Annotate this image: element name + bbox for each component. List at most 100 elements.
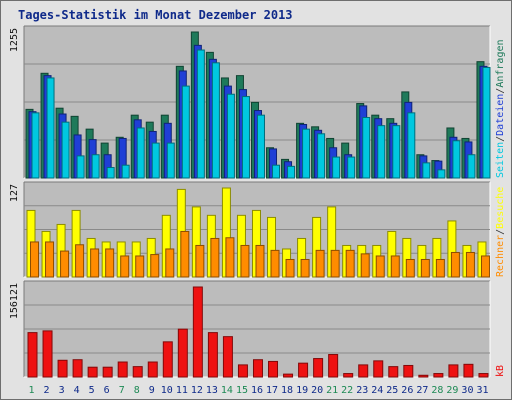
bar-seiten-16 bbox=[256, 114, 265, 179]
bar-kb-27 bbox=[418, 374, 429, 378]
bar-rechner-15 bbox=[240, 244, 250, 278]
bar-seiten-27 bbox=[422, 162, 431, 179]
bar-seiten-28 bbox=[437, 169, 446, 179]
bar-seiten-4 bbox=[76, 155, 85, 179]
bar-kb-22 bbox=[343, 373, 354, 378]
bar-kb-13 bbox=[207, 332, 218, 378]
bar-kb-12 bbox=[192, 286, 203, 378]
bar-kb-21 bbox=[328, 354, 339, 378]
bar-kb-18 bbox=[283, 373, 294, 378]
bar-rechner-19 bbox=[300, 258, 310, 278]
bar-seiten-12 bbox=[196, 49, 205, 179]
legend-middle: Rechner/Besuche bbox=[495, 187, 506, 277]
legend-entry-top-1: / bbox=[495, 136, 506, 142]
bar-seiten-1 bbox=[31, 112, 40, 179]
bar-kb-15 bbox=[237, 364, 248, 378]
x-tick-label-16: 16 bbox=[251, 385, 263, 396]
bar-seiten-9 bbox=[151, 142, 160, 179]
chart-title: Tages-Statistik im Monat Dezember 2013 bbox=[18, 8, 293, 22]
legend-entry-top-3: / bbox=[495, 88, 506, 94]
bar-seiten-15 bbox=[241, 96, 250, 179]
legend-bottom: kB bbox=[495, 365, 506, 377]
bar-seiten-25 bbox=[392, 125, 401, 179]
x-tick-label-12: 12 bbox=[191, 385, 203, 396]
bar-rechner-13 bbox=[210, 237, 220, 278]
bar-rechner-10 bbox=[165, 248, 175, 278]
bar-kb-28 bbox=[433, 373, 444, 378]
x-tick-label-3: 3 bbox=[59, 385, 65, 396]
bar-seiten-17 bbox=[272, 164, 281, 179]
bar-seiten-10 bbox=[166, 142, 175, 179]
bar-kb-17 bbox=[268, 360, 279, 378]
legend-entry-top-2: Dateien bbox=[495, 94, 506, 136]
bar-rechner-26 bbox=[405, 258, 415, 278]
x-tick-label-17: 17 bbox=[266, 385, 278, 396]
bar-kb-23 bbox=[358, 364, 369, 378]
bar-kb-7 bbox=[117, 361, 128, 378]
bar-kb-19 bbox=[298, 362, 309, 378]
panel-1-max-label: 1255 bbox=[9, 28, 20, 52]
x-tick-label-20: 20 bbox=[311, 385, 323, 396]
bar-seiten-18 bbox=[287, 165, 296, 179]
bar-rechner-6 bbox=[105, 248, 115, 278]
bar-rechner-9 bbox=[150, 254, 160, 278]
bar-rechner-31 bbox=[480, 255, 490, 278]
bar-seiten-13 bbox=[211, 62, 220, 179]
bar-kb-26 bbox=[403, 364, 414, 378]
x-tick-label-27: 27 bbox=[416, 385, 428, 396]
bar-seiten-7 bbox=[121, 164, 130, 179]
bar-rechner-24 bbox=[375, 255, 385, 278]
bar-rechner-14 bbox=[225, 237, 235, 278]
bar-seiten-2 bbox=[46, 77, 55, 179]
bar-seiten-23 bbox=[362, 117, 371, 179]
bar-rechner-29 bbox=[450, 251, 460, 278]
bar-rechner-30 bbox=[465, 251, 475, 278]
bar-seiten-11 bbox=[181, 85, 190, 179]
bar-rechner-11 bbox=[180, 230, 190, 278]
bar-rechner-8 bbox=[135, 255, 145, 278]
legend-entry-top-4: Anfragen bbox=[495, 39, 506, 87]
x-tick-label-18: 18 bbox=[281, 385, 293, 396]
x-tick-label-31: 31 bbox=[476, 385, 488, 396]
x-tick-label-7: 7 bbox=[119, 385, 125, 396]
legend-entry-middle-0: Rechner bbox=[495, 235, 506, 277]
bar-seiten-30 bbox=[467, 154, 476, 179]
bar-rechner-22 bbox=[345, 249, 355, 278]
bar-kb-5 bbox=[87, 366, 98, 378]
x-tick-label-10: 10 bbox=[161, 385, 173, 396]
bar-kb-4 bbox=[72, 359, 83, 378]
x-tick-label-23: 23 bbox=[356, 385, 368, 396]
bar-kb-6 bbox=[102, 366, 113, 378]
x-tick-label-4: 4 bbox=[74, 385, 80, 396]
bar-kb-25 bbox=[388, 366, 399, 378]
x-tick-label-2: 2 bbox=[44, 385, 50, 396]
x-tick-label-28: 28 bbox=[431, 385, 443, 396]
x-tick-label-13: 13 bbox=[206, 385, 218, 396]
bar-rechner-4 bbox=[75, 244, 85, 278]
x-tick-label-9: 9 bbox=[149, 385, 155, 396]
legend-entry-middle-1: / bbox=[495, 229, 506, 235]
bar-rechner-5 bbox=[90, 248, 100, 278]
x-tick-label-15: 15 bbox=[236, 385, 248, 396]
bar-rechner-17 bbox=[270, 249, 280, 278]
bar-seiten-26 bbox=[407, 112, 416, 179]
x-tick-label-6: 6 bbox=[104, 385, 110, 396]
bar-kb-10 bbox=[162, 341, 173, 378]
bar-kb-29 bbox=[448, 364, 459, 378]
bar-kb-16 bbox=[252, 359, 263, 378]
bar-rechner-27 bbox=[420, 258, 430, 278]
x-tick-label-24: 24 bbox=[371, 385, 383, 396]
legend-entry-bottom-0: kB bbox=[495, 365, 506, 377]
bar-seiten-20 bbox=[317, 133, 326, 179]
bar-kb-14 bbox=[222, 336, 233, 378]
panel-3-max-label: 156121 bbox=[9, 283, 20, 319]
x-tick-label-26: 26 bbox=[401, 385, 413, 396]
legend-entry-top-0: Seiten bbox=[495, 142, 506, 178]
bar-seiten-3 bbox=[61, 121, 70, 179]
x-tick-label-30: 30 bbox=[461, 385, 473, 396]
bar-kb-1 bbox=[27, 332, 38, 378]
legend-entry-middle-2: Besuche bbox=[495, 187, 506, 229]
x-tick-label-11: 11 bbox=[176, 385, 188, 396]
bar-seiten-8 bbox=[136, 127, 145, 179]
